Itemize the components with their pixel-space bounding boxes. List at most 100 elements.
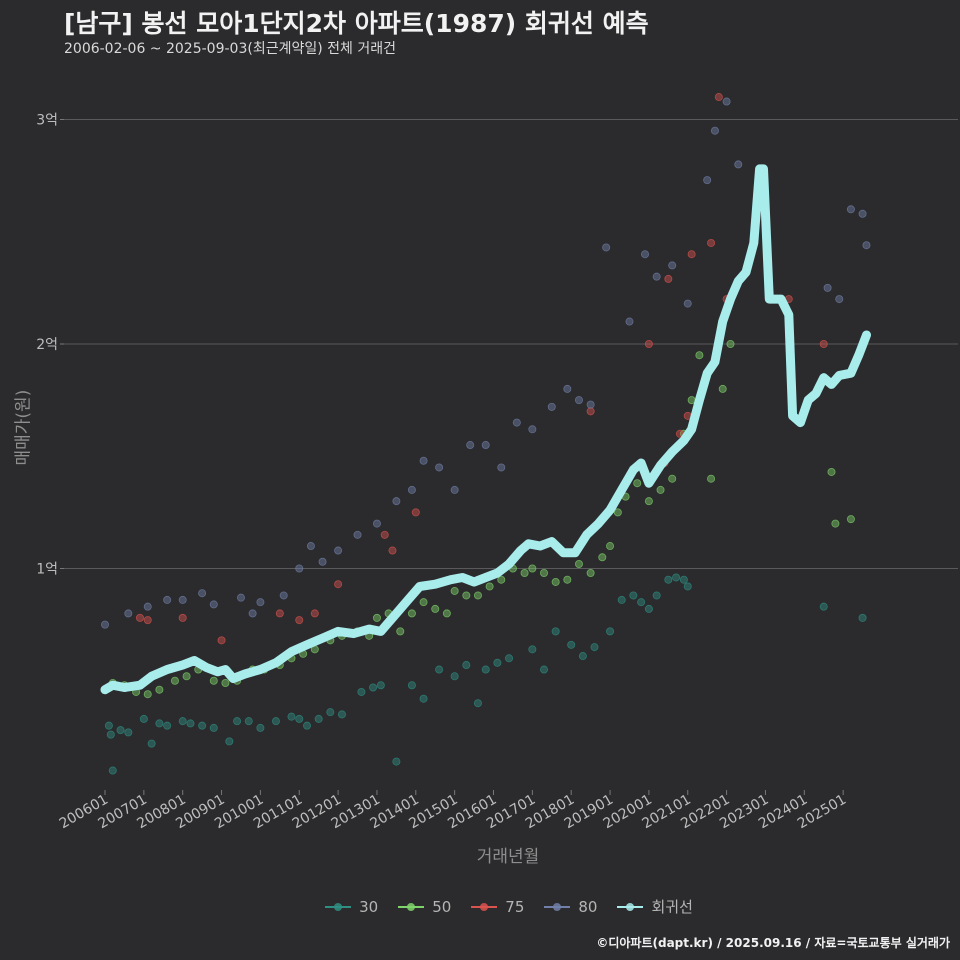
data-point-80: [858, 209, 867, 218]
data-point-30: [326, 708, 335, 717]
data-point-30: [505, 654, 514, 663]
y-tick-label: 3억: [36, 113, 58, 129]
data-point-80: [419, 456, 428, 465]
data-point-50: [656, 485, 665, 494]
data-point-30: [473, 699, 482, 708]
legend-key: [542, 900, 572, 914]
data-point-30: [462, 661, 471, 670]
data-point-80: [435, 463, 444, 472]
data-point-50: [221, 678, 230, 687]
y-tick-label: 2억: [36, 337, 58, 353]
data-point-30: [108, 766, 117, 775]
data-point-80: [846, 205, 855, 214]
data-point-30: [679, 575, 688, 584]
data-point-50: [520, 568, 529, 577]
data-point-30: [567, 640, 576, 649]
data-point-50: [613, 508, 622, 517]
data-point-80: [450, 485, 459, 494]
data-point-30: [124, 728, 133, 737]
data-point-50: [831, 519, 840, 528]
data-point-30: [481, 665, 490, 674]
data-point-80: [279, 591, 288, 600]
data-point-30: [186, 719, 195, 728]
data-point-80: [407, 485, 416, 494]
data-point-80: [602, 243, 611, 252]
data-point-80: [862, 241, 871, 250]
data-point-80: [652, 272, 661, 281]
data-point-50: [574, 560, 583, 569]
data-point-50: [707, 474, 716, 483]
legend-item-50: 50: [396, 896, 451, 917]
legend-key: [615, 900, 645, 914]
legend-item-회귀선: 회귀선: [615, 896, 693, 917]
data-point-80: [372, 519, 381, 528]
data-point-30: [198, 721, 207, 730]
data-point-80: [306, 542, 315, 551]
data-point-30: [606, 627, 615, 636]
data-point-50: [473, 591, 482, 600]
data-point-30: [637, 598, 646, 607]
x-axis-label: 거래년월: [476, 847, 540, 867]
legend-key: [396, 900, 426, 914]
data-point-50: [718, 384, 727, 393]
data-point-30: [392, 757, 401, 766]
data-point-30: [337, 710, 346, 719]
data-point-30: [683, 582, 692, 591]
legend-label: 30: [359, 897, 379, 916]
data-point-30: [303, 721, 312, 730]
legend: 30 50 75 80 회귀선: [0, 896, 960, 917]
data-point-30: [664, 575, 673, 584]
data-point-80: [734, 160, 743, 169]
data-point-50: [209, 676, 218, 685]
data-point-75: [217, 636, 226, 645]
data-point-30: [357, 687, 366, 696]
data-point-30: [244, 717, 253, 726]
data-point-75: [380, 530, 389, 539]
data-point-50: [598, 553, 607, 562]
data-point-75: [135, 613, 144, 622]
data-point-30: [644, 604, 653, 613]
data-point-50: [450, 586, 459, 595]
data-point-75: [714, 93, 723, 102]
data-point-80: [353, 530, 362, 539]
data-point-80: [466, 441, 475, 450]
data-point-50: [540, 568, 549, 577]
legend-label: 50: [432, 897, 452, 916]
data-point-30: [493, 658, 502, 667]
data-point-30: [163, 721, 172, 730]
data-point-80: [143, 602, 152, 611]
data-point-30: [369, 683, 378, 692]
data-point-50: [846, 515, 855, 524]
data-point-30: [672, 573, 681, 582]
data-point-75: [644, 339, 653, 348]
data-point-75: [687, 250, 696, 259]
chart-subtitle: 2006-02-06 ~ 2025-09-03(최근계약일) 전체 거래건: [64, 41, 396, 57]
data-point-50: [396, 627, 405, 636]
data-point-50: [419, 598, 428, 607]
legend-item-80: 80: [542, 896, 597, 917]
data-point-30: [819, 602, 828, 611]
data-point-50: [485, 582, 494, 591]
data-point-80: [683, 299, 692, 308]
data-point-30: [116, 726, 125, 735]
data-point-50: [563, 575, 572, 584]
data-point-30: [209, 723, 218, 732]
data-point-75: [664, 274, 673, 283]
data-point-30: [528, 645, 537, 654]
data-point-30: [435, 665, 444, 674]
data-point-80: [823, 283, 832, 292]
legend-label: 80: [578, 897, 598, 916]
data-point-50: [528, 564, 537, 573]
data-point-80: [835, 295, 844, 304]
data-point-80: [101, 620, 110, 629]
data-point-30: [617, 595, 626, 604]
data-point-80: [318, 557, 327, 566]
footer-credit: ©디아파트(dapt.kr) / 2025.09.16 / 자료=국토교통부 실…: [596, 936, 950, 950]
data-point-80: [668, 261, 677, 270]
data-point-80: [703, 176, 712, 185]
data-point-30: [652, 591, 661, 600]
data-point-30: [314, 714, 323, 723]
data-point-80: [641, 250, 650, 259]
y-tick-label: 1억: [36, 562, 58, 578]
